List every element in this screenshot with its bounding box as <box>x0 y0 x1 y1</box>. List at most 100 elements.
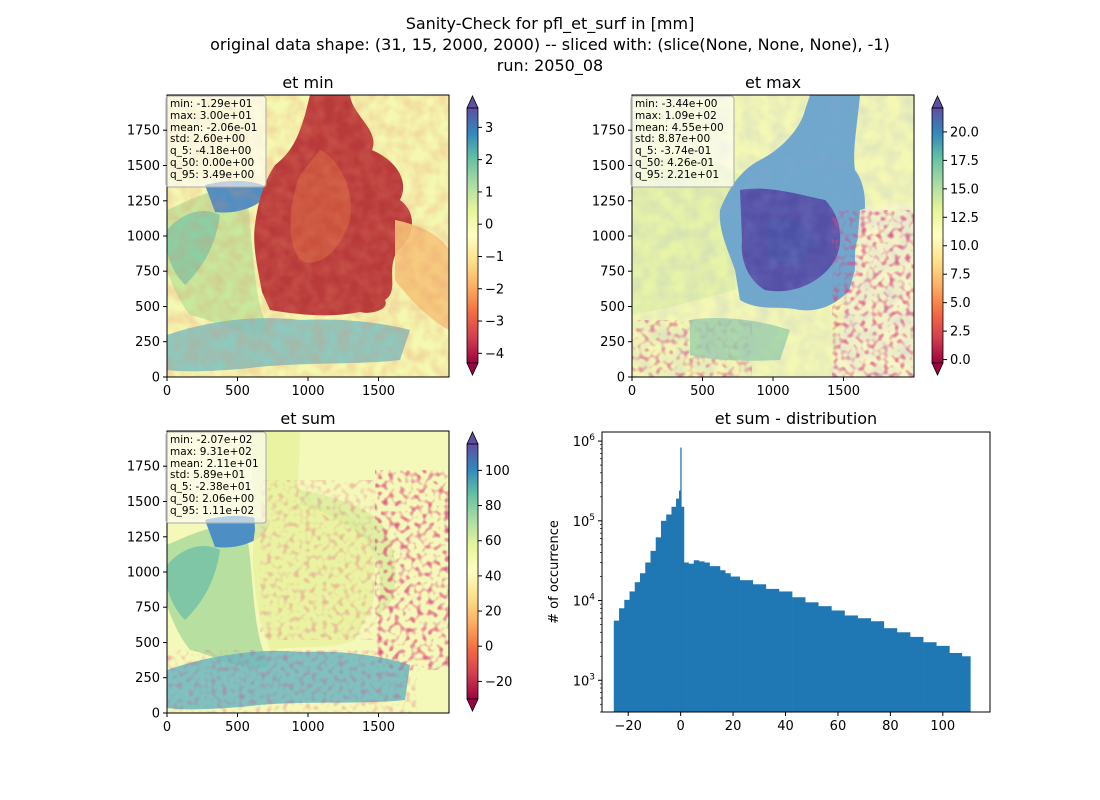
y-tick-label: 1250 <box>127 530 160 545</box>
colorbar-tick-label: 12.5 <box>950 211 979 226</box>
x-tick-label: 80 <box>882 719 899 734</box>
stats-box: min: -3.44e+00 max: 1.09e+02 mean: 4.55e… <box>630 95 735 188</box>
colorbar-tick-label: 60 <box>485 534 502 549</box>
histogram-bars <box>613 447 971 712</box>
histogram-bar <box>680 447 682 712</box>
histogram-bar <box>666 514 672 712</box>
histogram-bar <box>831 610 845 712</box>
histogram-bar <box>645 562 651 712</box>
stat-line: mean: -2.06e-01 <box>170 122 257 134</box>
histogram-bar <box>671 506 677 712</box>
y-axis-label: # of occurrence <box>547 520 562 624</box>
y-tick-label: 250 <box>600 335 625 350</box>
colorbar-extend-min <box>931 362 944 376</box>
y-tick-label: 106 <box>573 433 596 450</box>
stat-line: max: 3.00e+01 <box>170 110 252 122</box>
histogram-bar <box>730 576 740 712</box>
x-tick-label: 500 <box>690 384 715 399</box>
stat-line: std: 8.87e+00 <box>635 133 710 145</box>
y-tick-label: 500 <box>600 300 625 315</box>
histogram-bar <box>765 588 780 712</box>
colorbar-tick-label: 2.5 <box>950 325 971 340</box>
stat-line: std: 2.60e+00 <box>170 133 245 145</box>
y-axis: 0 250 500 750 1000 1250 1500 1750 <box>592 124 632 386</box>
y-axis: 0 250 500 750 1000 1250 1500 1750 <box>127 124 167 386</box>
histogram-bar <box>634 582 641 712</box>
x-tick-label: 100 <box>930 719 955 734</box>
heatmap-image <box>167 431 449 713</box>
colorbar-extend-min <box>466 698 479 712</box>
colorbar-tick-label: −4 <box>485 347 504 362</box>
x-tick-label: 500 <box>225 720 250 735</box>
y-tick-label: 0 <box>152 371 160 386</box>
histogram-bar <box>679 490 681 712</box>
x-tick-label: 1000 <box>756 384 789 399</box>
x-tick-label: 0 <box>677 719 685 734</box>
histogram-bar <box>844 615 858 712</box>
histogram-bar <box>693 560 700 712</box>
histogram-bar <box>676 498 680 712</box>
x-tick-label: −20 <box>614 719 641 734</box>
colorbar-tick-label: 100 <box>485 464 510 479</box>
stat-line: q_50: 0.00e+00 <box>170 157 254 169</box>
histogram-bar <box>660 520 667 712</box>
colorbar: 3 2 1 0 −1 −2 −3 −4 <box>466 95 504 376</box>
x-axis: −20 0 20 40 60 80 100 <box>614 712 955 734</box>
y-tick-label: 1750 <box>127 124 160 139</box>
colorbar-tick-label: 15.0 <box>950 182 979 197</box>
x-tick-label: 500 <box>225 384 250 399</box>
colorbar-tick-label: 2 <box>485 153 493 168</box>
panel-et-min: et min min: -1.29e+01 max: 3.00e+01 mean… <box>127 73 504 399</box>
panel-et-sum-distribution: et sum - distribution # of occurrence −2… <box>547 409 991 734</box>
panel-et-max: et max min: -3.44e+00 max: 1.09e+02 mean… <box>592 73 979 399</box>
colorbar-tick-label: −1 <box>485 250 504 265</box>
y-tick-label: 1000 <box>127 566 160 581</box>
x-axis: 0 500 1000 1500 <box>628 377 860 399</box>
histogram-bar <box>739 580 754 712</box>
y-tick-label: 500 <box>135 636 160 651</box>
y-tick-label: 500 <box>135 300 160 315</box>
histogram-bar <box>792 597 806 712</box>
y-tick-label: 105 <box>573 513 595 530</box>
x-axis: 0 500 1000 1500 <box>163 713 395 735</box>
colorbar-tick-label: −3 <box>485 315 504 330</box>
panel-title: et min <box>282 73 333 92</box>
colorbar-tick-label: 0.0 <box>950 353 971 368</box>
stat-line: std: 5.89e+01 <box>170 469 245 481</box>
colorbar-extend-max <box>466 95 479 109</box>
colorbar-tick-label: 10.0 <box>950 239 979 254</box>
colorbar-tick-label: 3 <box>485 121 493 136</box>
title-line-2: original data shape: (31, 15, 2000, 2000… <box>210 35 890 54</box>
stat-line: q_5: -4.18e+00 <box>170 145 251 157</box>
stat-line: min: -3.44e+00 <box>635 98 717 110</box>
colorbar-tick-label: 40 <box>485 569 502 584</box>
histogram-bar <box>683 562 689 712</box>
histogram-bar <box>655 537 662 712</box>
stats-box: min: -1.29e+01 max: 3.00e+01 mean: -2.06… <box>165 95 267 188</box>
stat-line: min: -1.29e+01 <box>170 98 252 110</box>
y-tick-label: 250 <box>135 335 160 350</box>
histogram-bar <box>709 566 716 712</box>
histogram-bar <box>619 608 625 712</box>
histogram-bar <box>961 656 971 712</box>
x-tick-label: 1000 <box>291 720 324 735</box>
histogram-bar <box>949 652 963 712</box>
histogram-bar <box>688 563 695 712</box>
stat-line: max: 1.09e+02 <box>635 110 717 122</box>
y-tick-label: 1750 <box>127 460 160 475</box>
colorbar-tick-label: −20 <box>485 675 512 690</box>
histogram-bar <box>613 620 620 712</box>
stat-line: q_50: 4.26e-01 <box>635 157 714 169</box>
colorbar-tick-label: 17.5 <box>950 154 979 169</box>
stat-line: q_5: -2.38e+01 <box>170 481 251 493</box>
histogram-bar <box>650 550 657 712</box>
stat-line: max: 9.31e+02 <box>170 446 252 458</box>
histogram-bar <box>714 566 721 712</box>
stats-box: min: -2.07e+02 max: 9.31e+02 mean: 2.11e… <box>165 431 267 524</box>
colorbar-tick-label: 0 <box>485 218 493 233</box>
y-tick-label: 1250 <box>592 194 625 209</box>
stat-line: q_95: 1.11e+02 <box>170 505 254 517</box>
y-tick-label: 0 <box>617 371 625 386</box>
y-tick-label: 1500 <box>592 159 625 174</box>
